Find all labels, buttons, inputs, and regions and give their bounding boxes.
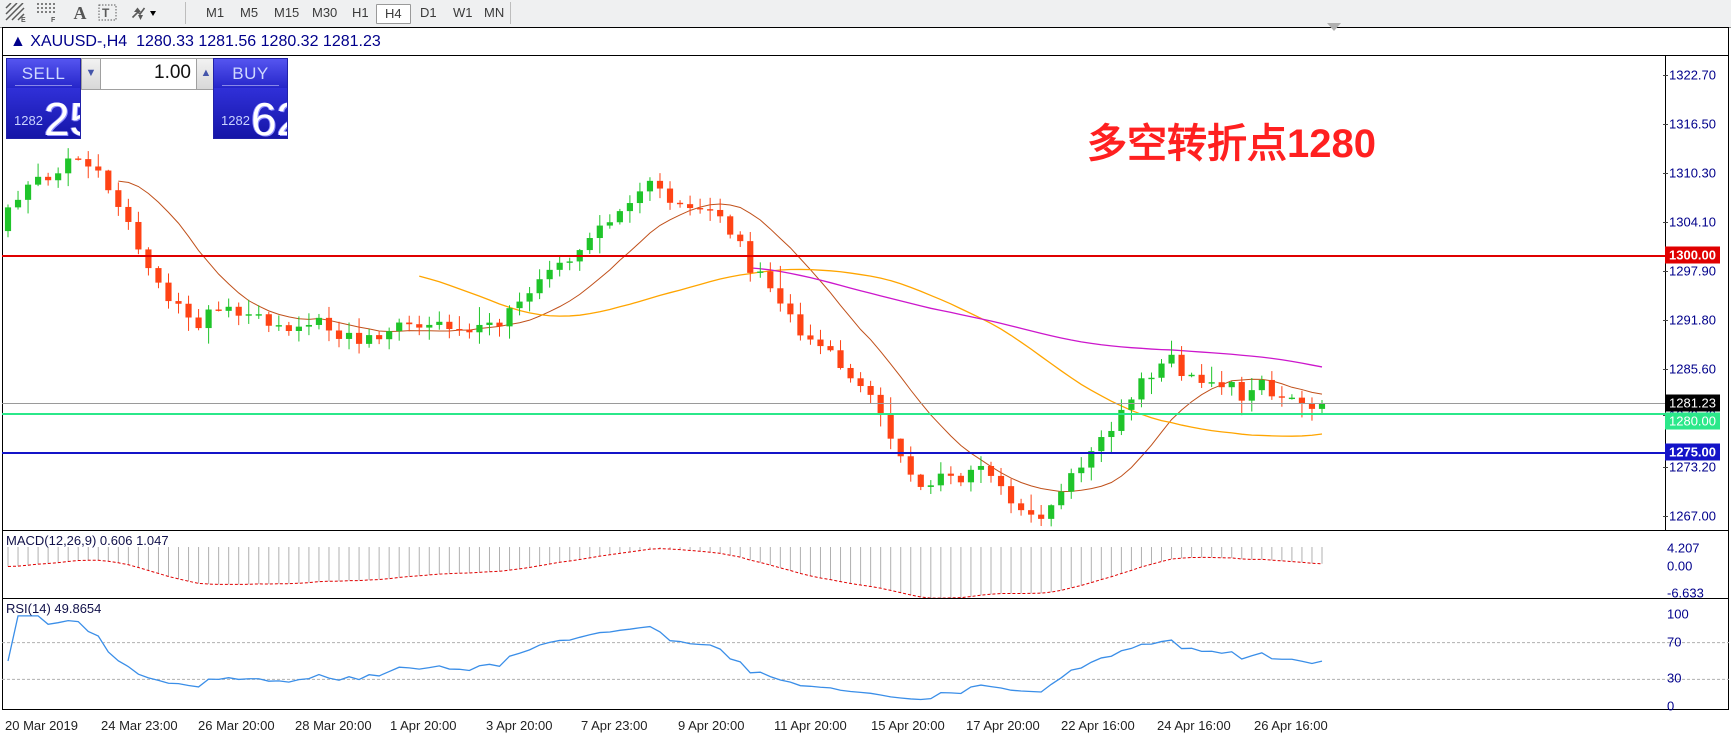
svg-text:T: T [102,6,110,20]
svg-text:E: E [21,17,26,23]
svg-text:F: F [51,17,56,23]
